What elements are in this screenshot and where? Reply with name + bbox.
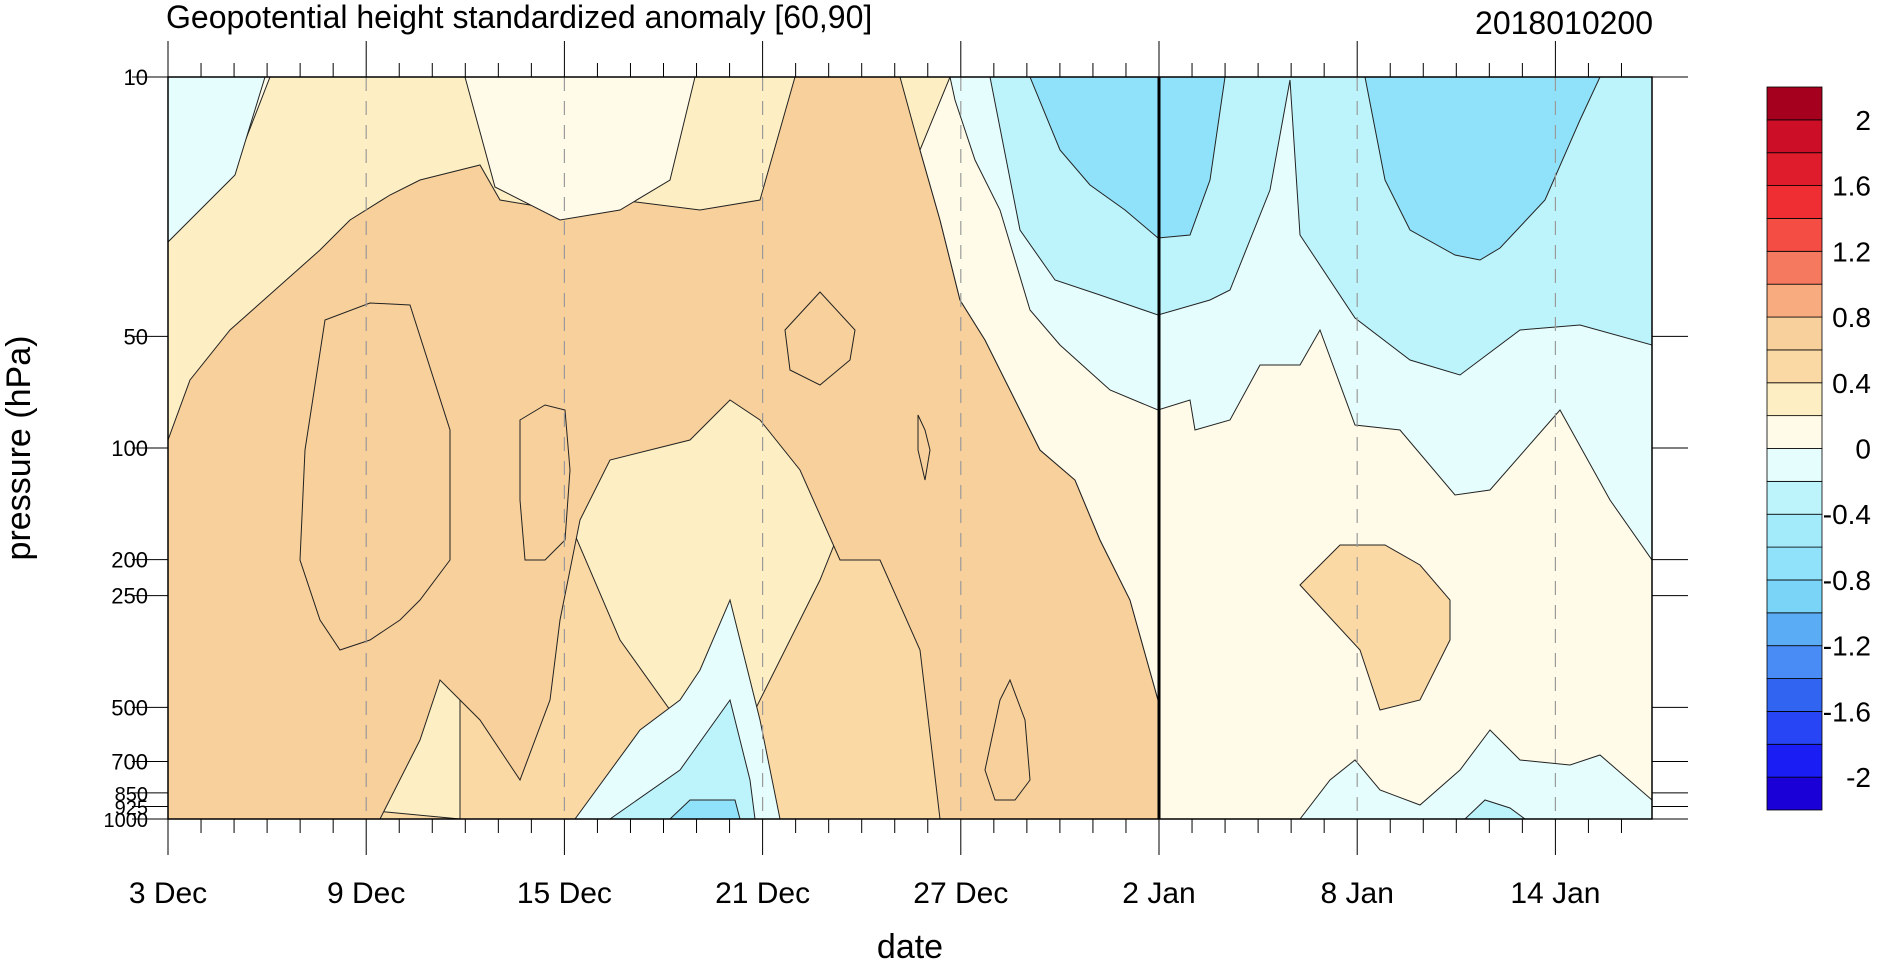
colorbar-label: 1.2 [1832,236,1871,267]
grid-layer [365,77,1557,819]
colorbar-label: 0.8 [1832,302,1871,333]
colorbar-swatch [1766,349,1823,384]
colorbar-swatch [1766,513,1823,548]
colorbar-swatch [1766,382,1823,417]
colorbar-label: -0.8 [1823,565,1871,596]
colorbar-swatch [1766,776,1823,811]
colorbar-swatch [1766,480,1823,515]
y-tick-label: 100 [111,436,148,461]
x-axis: 3 Dec 9 Dec 15 Dec 21 Dec 27 Dec 2 Jan 8 Jan 14… [129,41,1622,910]
colorbar-swatch [1766,711,1823,745]
y-tick-label: 700 [111,750,148,775]
colorbar-label: 0.4 [1832,368,1871,399]
x-axis-label: date [877,928,943,963]
y-tick-label: 925 [115,797,148,819]
colorbar-label: 1.6 [1832,171,1871,202]
x-tick-label: 9 Dec [327,877,405,910]
colorbar-label: -1.6 [1823,696,1871,727]
chart-timestamp: 2018010200 [1475,5,1653,41]
colorbar-swatch [1766,448,1823,482]
colorbar-swatch [1766,185,1823,219]
contour-region [984,678,1031,801]
colorbar-swatch [1766,579,1823,614]
y-tick-label: 850 [115,784,148,806]
y-axis-label: pressure (hPa) [0,336,38,561]
x-tick-label: 21 Dec [715,877,810,910]
x-tick-label: 2 Jan [1122,877,1195,910]
y-tick-label: 250 [111,584,148,609]
x-tick-label: 3 Dec [129,877,207,910]
y-tick-label: 1000 [104,810,149,832]
contour-region [1364,77,1601,261]
colorbar-swatch [1766,152,1823,186]
colorbar-swatch [1766,86,1823,121]
colorbar-label: -1.2 [1823,631,1871,662]
y-tick-label: 10 [124,65,148,90]
contour-region [1299,729,1652,819]
colorbar: -2 -1.6 -1.2 -0.8 -0.4 0 0.4 0.8 1.2 1.6 2 [1766,86,1871,811]
y-tick-label: 50 [124,324,148,349]
colorbar-swatch [1766,645,1823,679]
colorbar-swatch [1766,250,1823,285]
contour-region [1464,799,1526,819]
x-tick-label: 14 Jan [1510,877,1600,910]
contour-line [917,414,931,481]
contour-region [669,799,741,819]
colorbar-swatch [1766,678,1823,712]
colorbar-swatch [1766,119,1823,154]
contour-region [168,77,266,243]
contour-line [299,302,451,651]
colorbar-swatch [1766,743,1823,778]
colorbar-swatch [1766,283,1823,318]
colorbar-label: -0.4 [1823,499,1871,530]
contour-fill [168,77,1652,819]
contour-region [609,698,756,819]
colorbar-label: 0 [1855,434,1871,465]
y-tick-label: 500 [111,695,148,720]
contour-region [464,77,696,221]
contour-region [1299,544,1451,711]
x-tick-label: 15 Dec [517,877,612,910]
colorbar-swatch [1766,612,1823,647]
colorbar-swatch [1766,316,1823,351]
colorbar-label: 2 [1855,105,1871,136]
x-tick-label: 27 Dec [913,877,1008,910]
colorbar-label: -2 [1846,762,1871,793]
colorbar-swatch [1766,218,1823,252]
colorbar-swatch [1766,546,1823,581]
chart-title: Geopotential height standardized anomaly… [166,0,872,35]
colorbar-swatch [1766,415,1823,449]
y-tick-label: 200 [111,548,148,573]
x-tick-label: 8 Jan [1321,877,1394,910]
contour-line [784,291,856,386]
